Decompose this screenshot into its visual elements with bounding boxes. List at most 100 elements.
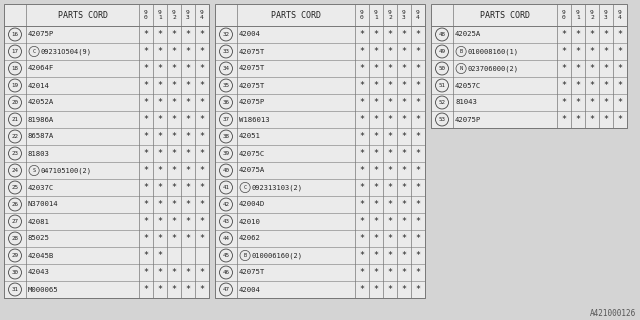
Text: 42075T: 42075T (239, 83, 265, 89)
Text: *: * (143, 166, 148, 175)
Text: PARTS CORD: PARTS CORD (480, 11, 530, 20)
Text: *: * (143, 234, 148, 243)
Text: *: * (387, 234, 392, 243)
Text: *: * (401, 217, 406, 226)
Text: 52: 52 (438, 100, 445, 105)
Text: *: * (360, 268, 365, 277)
Text: 81803: 81803 (28, 150, 50, 156)
Text: *: * (387, 285, 392, 294)
Text: *: * (415, 115, 420, 124)
Text: *: * (561, 115, 566, 124)
Text: *: * (360, 183, 365, 192)
Text: 43: 43 (223, 219, 230, 224)
Text: *: * (401, 64, 406, 73)
Text: *: * (374, 251, 378, 260)
Text: *: * (186, 132, 191, 141)
Text: *: * (618, 64, 623, 73)
Text: *: * (360, 200, 365, 209)
Text: *: * (186, 217, 191, 226)
Text: *: * (415, 285, 420, 294)
Text: *: * (172, 64, 177, 73)
Text: *: * (200, 183, 205, 192)
Text: *: * (387, 81, 392, 90)
Text: 9
4: 9 4 (416, 10, 420, 20)
Text: PARTS CORD: PARTS CORD (58, 11, 108, 20)
Text: *: * (172, 132, 177, 141)
Text: *: * (143, 98, 148, 107)
Text: *: * (186, 47, 191, 56)
Text: 42075C: 42075C (239, 150, 265, 156)
Text: *: * (200, 115, 205, 124)
Text: *: * (200, 30, 205, 39)
Text: 41: 41 (223, 185, 230, 190)
Text: *: * (401, 234, 406, 243)
Text: *: * (143, 30, 148, 39)
Text: 38: 38 (223, 134, 230, 139)
Text: *: * (618, 30, 623, 39)
Text: *: * (374, 268, 378, 277)
Text: 092313103(2): 092313103(2) (251, 184, 302, 191)
Text: 23: 23 (12, 151, 19, 156)
Text: 9
3: 9 3 (604, 10, 608, 20)
Text: *: * (604, 47, 609, 56)
Text: *: * (575, 81, 580, 90)
Text: *: * (360, 234, 365, 243)
Text: *: * (415, 47, 420, 56)
Text: 42004: 42004 (239, 31, 261, 37)
Text: *: * (143, 47, 148, 56)
Text: 09231O504(9): 09231O504(9) (40, 48, 92, 55)
Text: *: * (387, 47, 392, 56)
Text: *: * (360, 251, 365, 260)
Text: *: * (200, 81, 205, 90)
Text: *: * (157, 268, 163, 277)
Text: *: * (401, 47, 406, 56)
Text: *: * (186, 268, 191, 277)
Text: 42075T: 42075T (239, 49, 265, 54)
Text: *: * (186, 81, 191, 90)
Text: *: * (374, 132, 378, 141)
Text: *: * (374, 115, 378, 124)
Text: *: * (374, 234, 378, 243)
Text: *: * (401, 149, 406, 158)
Text: 36: 36 (223, 100, 230, 105)
Text: *: * (157, 217, 163, 226)
Text: *: * (401, 268, 406, 277)
Text: *: * (172, 217, 177, 226)
Text: *: * (387, 115, 392, 124)
Text: *: * (200, 200, 205, 209)
Text: *: * (143, 251, 148, 260)
Text: *: * (360, 217, 365, 226)
Text: C: C (33, 49, 36, 54)
Text: 40: 40 (223, 168, 230, 173)
Text: 023706000(2): 023706000(2) (467, 65, 518, 72)
Text: 44: 44 (223, 236, 230, 241)
Text: *: * (589, 98, 595, 107)
Text: *: * (401, 200, 406, 209)
Text: 42: 42 (223, 202, 230, 207)
Text: 48: 48 (438, 32, 445, 37)
Text: *: * (387, 98, 392, 107)
Text: *: * (387, 217, 392, 226)
Text: *: * (401, 30, 406, 39)
Text: *: * (618, 115, 623, 124)
Text: 42062: 42062 (239, 236, 261, 242)
Text: *: * (575, 30, 580, 39)
Text: *: * (172, 166, 177, 175)
Text: *: * (143, 285, 148, 294)
Text: *: * (589, 30, 595, 39)
Text: 35: 35 (223, 83, 230, 88)
Text: *: * (360, 115, 365, 124)
Text: *: * (360, 81, 365, 90)
Text: *: * (172, 47, 177, 56)
Text: *: * (172, 200, 177, 209)
Text: 42075A: 42075A (239, 167, 265, 173)
Text: 86587A: 86587A (28, 133, 54, 140)
Text: 42075P: 42075P (239, 100, 265, 106)
Text: *: * (415, 81, 420, 90)
Text: A421000126: A421000126 (589, 309, 636, 318)
Text: *: * (157, 251, 163, 260)
Text: *: * (172, 30, 177, 39)
Text: *: * (374, 166, 378, 175)
Text: *: * (157, 115, 163, 124)
Text: *: * (172, 268, 177, 277)
